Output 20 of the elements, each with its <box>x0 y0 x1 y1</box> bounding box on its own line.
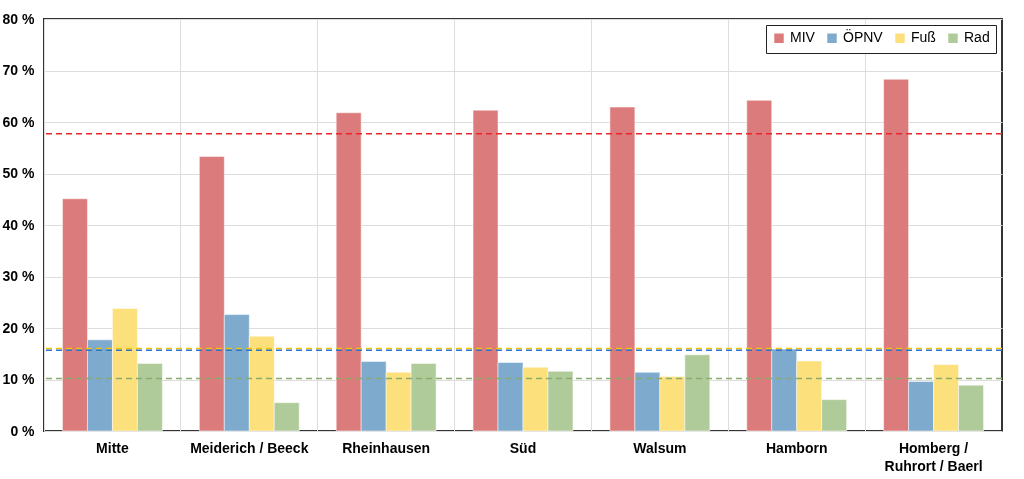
x-tick-label: Walsum <box>633 439 687 456</box>
y-tick-label: 10 % <box>2 371 36 387</box>
legend-label: Rad <box>964 29 990 46</box>
x-tick-label: Homberg / Ruhrort / Baerl <box>884 439 983 474</box>
legend-label: Fuß <box>911 29 936 46</box>
y-tick-label: 80 % <box>2 10 36 27</box>
x-tick-label: Meiderich / Beeck <box>190 439 309 456</box>
x-tick-label: Mitte <box>96 439 129 456</box>
y-tick-label: 70 % <box>2 62 36 78</box>
y-tick-label: 20 % <box>2 319 36 336</box>
legend-label: ÖPNV <box>843 28 884 46</box>
y-tick-label: 0 % <box>10 422 36 439</box>
y-tick-label: 60 % <box>2 113 36 130</box>
x-tick-label: Hamborn <box>765 439 828 456</box>
y-tick-label: 30 % <box>2 268 36 284</box>
x-tick-label: Süd <box>509 439 537 456</box>
y-tick-label: 50 % <box>2 165 36 181</box>
x-tick-label: Rheinhausen <box>342 439 431 456</box>
legend-label: MIV <box>790 29 816 46</box>
y-tick-label: 40 % <box>2 216 36 233</box>
